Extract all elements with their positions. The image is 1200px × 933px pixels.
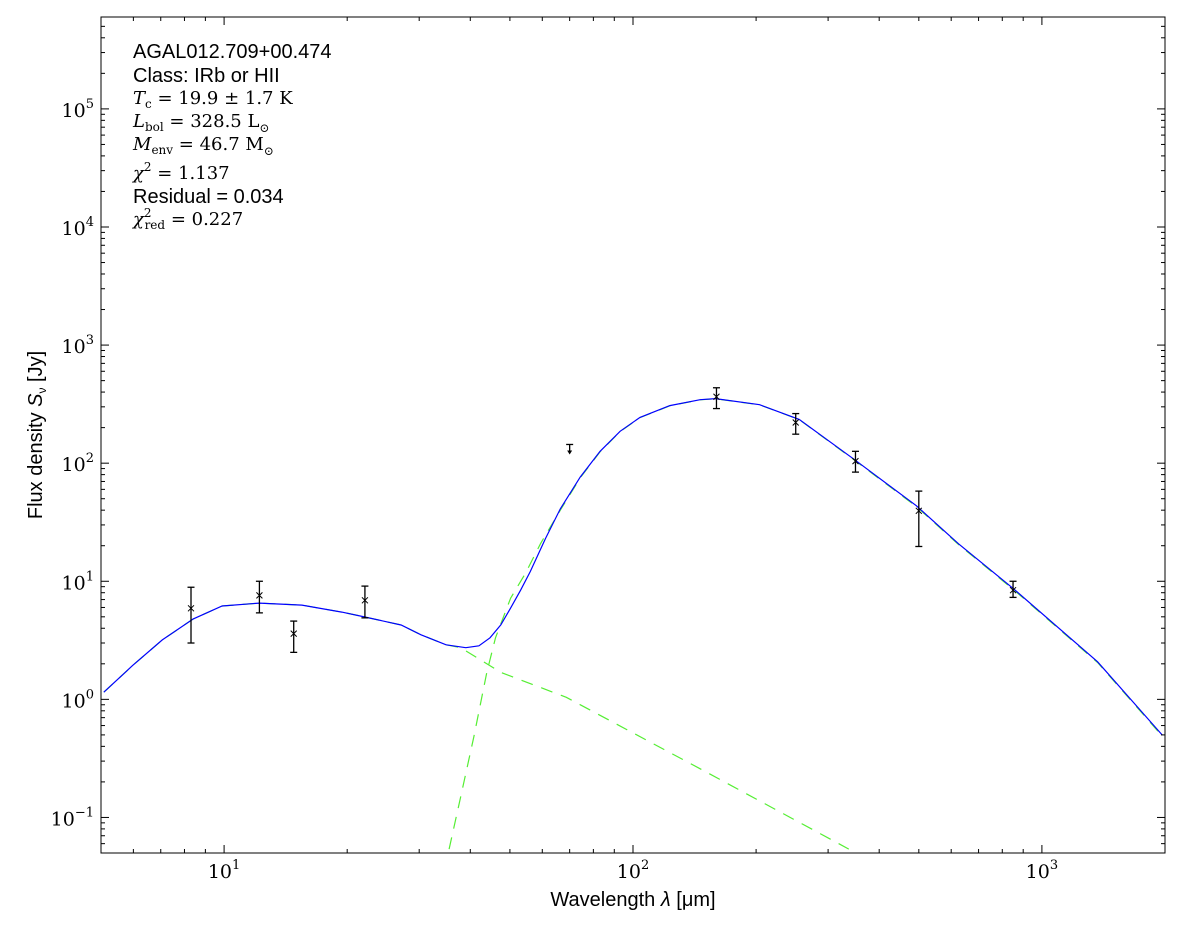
data-point: [712, 387, 720, 410]
x-marker: [713, 393, 720, 401]
menv-label: Menv = 46.7 M⊙: [132, 134, 274, 158]
axis-ticks: 101 102 103 10−1 100 101 102 103 104 105: [51, 16, 1166, 883]
warm-component-curve: [103, 602, 850, 850]
x-marker: [1009, 586, 1017, 594]
tc-label: Tc = 19.9 ± 1.7 K: [133, 88, 293, 111]
y-tick-label: 105: [62, 97, 94, 122]
class-label: Class: IRb or HII: [133, 65, 280, 87]
data-point: [290, 620, 298, 654]
data-point: [915, 490, 923, 548]
data-point: [851, 450, 859, 473]
data-point: [792, 412, 800, 435]
data-point: [187, 586, 195, 644]
annotation-box: AGAL012.709+00.474 Class: IRb or HII Tc …: [131, 41, 332, 232]
source-name: AGAL012.709+00.474: [133, 41, 332, 63]
x-marker: [361, 596, 369, 604]
x-marker: [187, 604, 195, 612]
model-curves: [103, 397, 1163, 850]
x-marker: [852, 457, 859, 465]
upper-limit-point: [566, 443, 574, 455]
x-marker: [915, 507, 923, 515]
y-tick-label: 102: [62, 451, 94, 476]
data-points: [187, 387, 1017, 654]
chi2-label: χ2 = 1.137: [131, 160, 230, 184]
data-point: [361, 585, 369, 619]
cold-greybody-curve: [448, 398, 1163, 850]
x-tick-label: 101: [208, 858, 240, 883]
x-tick-label: 103: [1026, 858, 1058, 883]
total-fit-curve: [103, 397, 1163, 736]
residual-label: Residual = 0.034: [133, 186, 284, 208]
y-tick-label: 100: [62, 687, 94, 712]
x-marker: [290, 630, 298, 638]
lbol-label: Lbol = 328.5 L⊙: [132, 111, 270, 135]
x-marker: [256, 591, 263, 599]
y-tick-label: 10−1: [51, 805, 94, 830]
y-axis-label: Flux density Sν [Jy]: [25, 351, 49, 519]
chi2red-label: χ2 red = 0.227: [131, 206, 243, 232]
data-point: [1009, 580, 1017, 599]
y-tick-label: 101: [62, 569, 94, 594]
data-point: [255, 580, 263, 614]
down-arrow-icon: [567, 450, 573, 455]
y-tick-label: 104: [62, 215, 94, 240]
y-tick-label: 103: [62, 333, 94, 358]
x-tick-label: 102: [617, 858, 649, 883]
x-axis-label: Wavelength λ [μm]: [550, 889, 715, 911]
x-marker: [792, 419, 800, 426]
